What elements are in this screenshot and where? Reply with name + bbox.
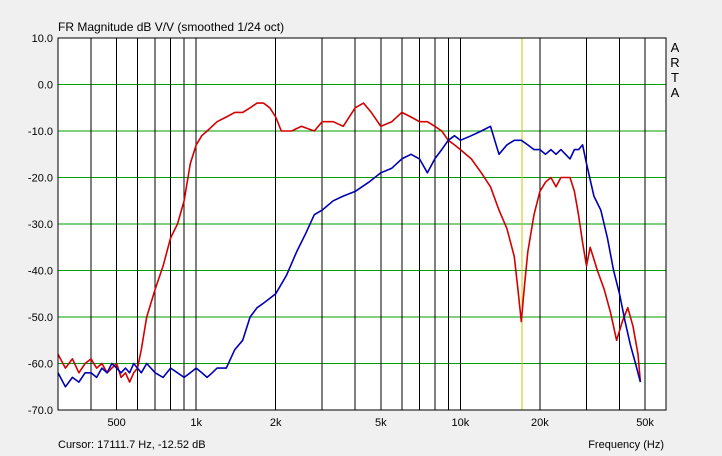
chart-title: FR Magnitude dB V/V (smoothed 1/24 oct) — [58, 20, 284, 34]
plot-frame — [57, 37, 667, 411]
x-tick-label: 2k — [270, 417, 282, 429]
x-tick-label: 5k — [375, 417, 387, 429]
y-tick-label: -40.0 — [28, 266, 53, 278]
series-line-2 — [57, 125, 642, 388]
watermark-letter: A — [671, 85, 680, 100]
watermark-letter: T — [671, 70, 679, 85]
y-tick-label: 0.0 — [38, 80, 53, 92]
series-line-1 — [57, 102, 642, 383]
y-tick-label: -20.0 — [28, 173, 53, 185]
y-tick-label: -50.0 — [28, 312, 53, 324]
x-axis-label: Frequency (Hz) — [588, 439, 664, 451]
watermark-letter: A — [671, 40, 680, 55]
y-tick-label: -30.0 — [28, 219, 53, 231]
y-tick-label: -70.0 — [28, 405, 53, 417]
x-tick-label: 500 — [107, 417, 125, 429]
x-tick-label: 1k — [190, 417, 202, 429]
watermark-letter: R — [670, 55, 679, 70]
x-tick-label: 50k — [636, 417, 654, 429]
series-lines — [57, 102, 642, 388]
cursor-readout: Cursor: 17111.7 Hz, -12.52 dB — [58, 439, 206, 451]
x-tick-label: 10k — [452, 417, 470, 429]
x-tick-labels: 500 1k 2k 5k 10k 20k 50k — [107, 417, 654, 429]
y-tick-label: 10.0 — [32, 33, 53, 45]
y-tick-label: -60.0 — [28, 359, 53, 371]
x-tick-label: 20k — [531, 417, 549, 429]
y-tick-labels: 10.0 0.0 -10.0 -20.0 -30.0 -40.0 -50.0 -60.0 -70… — [28, 33, 53, 417]
y-tick-label: -10.0 — [28, 126, 53, 138]
